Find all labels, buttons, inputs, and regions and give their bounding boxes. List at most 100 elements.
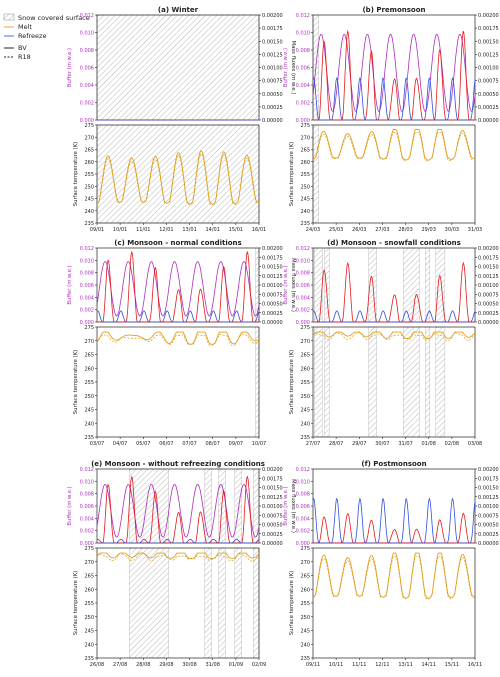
buffer-tick-label: 0.004 <box>296 295 310 301</box>
x-tick-label: 14/11 <box>422 662 436 668</box>
x-tick-label: 26/08 <box>90 662 104 668</box>
buffer-tick-label: 0.012 <box>296 246 310 252</box>
flux-tick-label: 0.00150 <box>478 265 499 271</box>
panel-title: (a) Winter <box>158 6 199 14</box>
buffer-line <box>312 33 476 112</box>
temp-tick-label: 270 <box>300 339 310 345</box>
buffer-tick-label: 0.010 <box>80 31 94 37</box>
buffer-tick-label: 0.008 <box>296 271 310 277</box>
x-tick-label: 30/08 <box>182 662 196 668</box>
snow-span-bottom <box>96 124 260 224</box>
temp-tick-label: 265 <box>300 574 310 580</box>
x-tick-label: 10/01 <box>113 227 127 233</box>
snow-span-top <box>255 247 260 323</box>
x-tick-label: 30/07 <box>375 441 389 447</box>
temp-tick-label: 235 <box>300 435 310 441</box>
x-tick-label: 06/07 <box>159 441 173 447</box>
panel-0: (a) Winter 0.000 0.002 0.004 0.006 0.008 0.010… <box>67 6 296 233</box>
flux-tick-label: 0.00175 <box>262 26 283 32</box>
temp-tick-label: 255 <box>300 172 310 178</box>
temp-tick-label: 240 <box>300 209 310 215</box>
buffer-tick-label: 0.010 <box>80 479 94 485</box>
temp-axis-label: Surface temperature (K) <box>73 350 79 414</box>
x-tick-label: 27/07 <box>306 441 320 447</box>
panel-2: (c) Monsoon - normal conditions 0.000 0.00… <box>67 239 296 447</box>
buffer-tick-label: 0.004 <box>296 83 310 89</box>
flux-tick-label: 0.00075 <box>262 292 283 298</box>
buffer-tick-label: 0.006 <box>80 66 94 72</box>
snow-span-bottom <box>253 547 260 659</box>
flux-tick-label: 0.00150 <box>262 39 283 45</box>
temp-tick-label: 255 <box>84 380 94 386</box>
temperature-line-bv <box>312 129 476 161</box>
x-tick-label: 31/08 <box>206 662 220 668</box>
flux-tick-label: 0.00175 <box>262 476 283 482</box>
temp-tick-label: 245 <box>300 629 310 635</box>
temp-tick-label: 245 <box>84 197 94 203</box>
legend-snow-swatch <box>3 13 15 21</box>
refreeze-line <box>96 310 260 323</box>
temp-tick-label: 245 <box>84 629 94 635</box>
x-tick-label: 29/07 <box>352 441 366 447</box>
temp-tick-label: 255 <box>84 601 94 607</box>
flux-tick-label: 0.00125 <box>478 52 499 58</box>
melt-line <box>313 512 475 544</box>
temp-tick-label: 270 <box>84 339 94 345</box>
temp-tick-label: 250 <box>84 615 94 621</box>
buffer-tick-label: 0.010 <box>80 258 94 264</box>
temp-axis-label: Surface temperature (K) <box>289 142 295 206</box>
flux-tick-label: 0.00050 <box>262 92 283 98</box>
flux-tick-label: 0.00175 <box>478 26 499 32</box>
panel-5: (f) Postmonsoon 0.000 0.002 0.004 0.006 0.008… <box>283 460 499 668</box>
refreeze-line <box>312 77 476 121</box>
temp-tick-label: 265 <box>300 148 310 154</box>
temp-tick-label: 270 <box>300 135 310 141</box>
temp-tick-label: 235 <box>84 435 94 441</box>
buffer-tick-label: 0.002 <box>296 529 310 535</box>
flux-tick-label: 0.00200 <box>478 13 499 19</box>
snow-span-top <box>314 247 323 323</box>
temp-tick-label: 250 <box>300 394 310 400</box>
flux-tick-label: 0.00075 <box>478 79 499 85</box>
buffer-tick-label: 0.004 <box>80 295 94 301</box>
buffer-tick-label: 0.010 <box>296 31 310 37</box>
temp-tick-label: 250 <box>84 394 94 400</box>
x-tick-label: 13/01 <box>182 227 196 233</box>
flux-tick-label: 0.00175 <box>478 255 499 261</box>
temp-tick-label: 275 <box>84 546 94 552</box>
snow-span-bottom <box>368 326 377 438</box>
x-tick-label: 26/03 <box>352 227 366 233</box>
panel-1: (b) Premonsoon 0.000 0.002 0.004 0.006 0.008 0… <box>283 6 499 233</box>
snow-span-bottom <box>312 124 319 224</box>
temperature-line-bv <box>312 331 476 339</box>
buffer-tick-label: 0.004 <box>296 516 310 522</box>
buffer-tick-label: 0.008 <box>80 492 94 498</box>
temp-tick-label: 255 <box>300 601 310 607</box>
flux-tick-label: 0.00200 <box>262 13 283 19</box>
buffer-tick-label: 0.002 <box>296 101 310 107</box>
x-tick-label: 09/11 <box>306 662 320 668</box>
temperature-line-bv <box>96 331 260 345</box>
x-tick-label: 29/08 <box>159 662 173 668</box>
buffer-tick-label: 0.012 <box>296 467 310 473</box>
flux-tick-label: 0.00075 <box>478 292 499 298</box>
flux-tick-label: 0.00175 <box>262 255 283 261</box>
temp-axis-label: Surface temperature (K) <box>289 571 295 635</box>
x-tick-label: 29/03 <box>422 227 436 233</box>
flux-tick-label: 0.00150 <box>478 486 499 492</box>
x-tick-label: 03/08 <box>468 441 482 447</box>
temp-tick-label: 240 <box>84 642 94 648</box>
buffer-tick-label: 0.012 <box>80 246 94 252</box>
snow-span-bottom <box>234 547 242 659</box>
buffer-tick-label: 0.002 <box>80 529 94 535</box>
temp-axis-label: Surface temperature (K) <box>289 350 295 414</box>
temp-tick-label: 270 <box>84 135 94 141</box>
flux-tick-label: 0.00075 <box>478 513 499 519</box>
buffer-tick-label: 0.006 <box>296 283 310 289</box>
buffer-tick-label: 0.010 <box>296 479 310 485</box>
temp-tick-label: 260 <box>84 160 94 166</box>
flux-tick-label: 0.00075 <box>262 513 283 519</box>
flux-tick-label: 0.00125 <box>262 52 283 58</box>
temp-axis-label: Surface temperature (K) <box>73 571 79 635</box>
temp-tick-label: 260 <box>300 587 310 593</box>
